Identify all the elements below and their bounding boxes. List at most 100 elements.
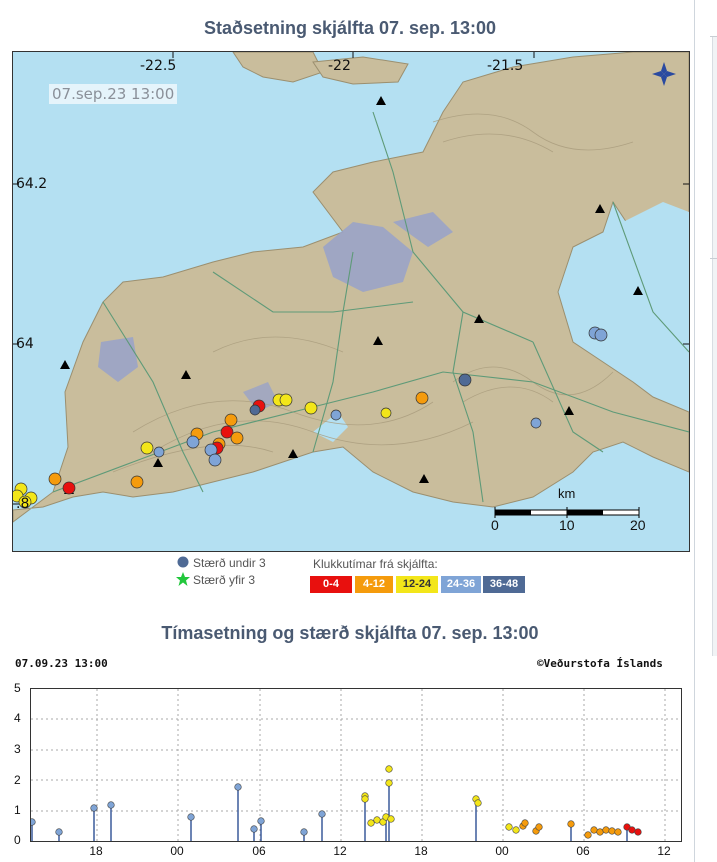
x-tick: 06 [252,844,266,858]
land-peninsula [13,52,689,523]
scale-unit: km [558,486,576,501]
timeline-point [318,810,326,818]
map-canvas [13,52,689,523]
timeline-grid [31,689,681,841]
longitude-label: -21.5 [487,58,524,74]
station-triangle-icon [181,370,191,379]
map-title: Staðsetning skjálfta 07. sep. 13:00 [203,18,497,38]
quake-4-12 [230,431,244,445]
legend-bin-badge: 4-12 [355,576,393,593]
station-triangle-icon [419,474,429,483]
y-tick: 1 [14,803,21,817]
timeline-point [300,828,308,836]
longitude-label: -22.5 [140,58,177,74]
x-tick: 00 [170,844,184,858]
map-timestamp: 07.sep.23 13:00 [49,84,178,104]
compass-rose-icon [652,62,676,86]
quake-12-24 [304,401,318,415]
timeline-point [567,820,575,828]
timeline-point [257,817,265,825]
lava-field [393,212,453,247]
scrollbar[interactable] [712,36,717,656]
legend-bin-badge: 24-36 [441,576,481,593]
timeline-point [234,783,242,791]
quake-12-24 [380,407,392,419]
scrollbar-marker [710,258,717,259]
x-tick: 12 [333,844,347,858]
x-tick: 18 [89,844,103,858]
station-triangle-icon [595,204,605,213]
timeline-point [28,818,36,826]
station-triangle-icon [633,286,643,295]
timeline-chart [28,688,682,842]
longitude-label: -22 [328,58,351,74]
x-tick: 18 [414,844,428,858]
contour-lines [112,113,634,473]
legend-star-icon [176,572,190,586]
quake-24-36 [594,328,608,342]
timeline-point [602,826,610,834]
legend-bin-badge: 0-4 [310,576,352,593]
timeline-point [535,823,543,831]
timeline-stamp: 07.09.23 13:00 [15,657,108,670]
legend-hours-label: Klukkutímar frá skjálfta: [313,557,438,571]
lava-field [98,337,138,382]
station-triangle-icon [60,360,70,369]
timeline-point [590,826,598,834]
legend-dot-icon [177,556,189,568]
timeline-point [596,828,604,836]
timeline-point [250,825,258,833]
quake-4-12 [415,391,429,405]
scale-tick: 20 [630,517,646,533]
timeline-point [385,779,393,787]
timeline-point [107,801,115,809]
timeline-point [373,816,381,824]
timeline-point [55,828,63,836]
timeline-point [521,819,529,827]
station-triangle-icon [153,458,163,467]
lava-field [323,222,413,292]
x-tick: 00 [495,844,509,858]
quake-4-12 [224,413,238,427]
timeline-point [367,819,375,827]
legend-over3: Stærð yfir 3 [193,573,256,587]
y-tick: 4 [14,711,21,725]
timeline-point [505,823,513,831]
quake-24-36 [530,417,542,429]
lake [623,202,689,292]
scale-bar [494,507,640,518]
x-tick: 12 [657,844,671,858]
roads [52,111,689,503]
timeline-point [608,827,616,835]
timeline-point [361,795,369,803]
y-tick: 2 [14,773,21,787]
station-triangle-icon [376,96,386,105]
station-triangle-icon [564,406,574,415]
quake-0-4 [62,481,76,495]
quake-24-36 [153,446,165,458]
legend-bin-badge: 12-24 [396,576,438,593]
land-island [312,56,409,85]
timeline-point [387,815,395,823]
quake-12-24 [18,495,32,509]
lake [313,412,348,442]
latitude-label: 64.2 [16,176,48,192]
station-triangle-icon [373,336,383,345]
quake-12-24 [140,441,154,455]
grid-ticks [13,52,689,505]
quake-24-36 [186,435,200,449]
station-triangle-icon [474,314,484,323]
timeline-point [628,826,636,834]
latitude-label: 64 [16,336,34,352]
legend-bin-badge: 36-48 [483,576,525,593]
y-tick: 3 [14,742,21,756]
y-tick: 0 [14,833,21,847]
earthquake-map[interactable]: 07.sep.23 13:00 -22.5 -22 -21.5 64.2 64 … [12,51,690,552]
timeline-canvas [28,689,681,841]
timeline-point [634,828,642,836]
y-tick: 5 [14,681,21,695]
timeline-point [474,799,482,807]
quake-12-24 [279,393,293,407]
scrollbar-marker [710,36,717,37]
timeline-title: Tímasetning og stærð skjálfta 07. sep. 1… [161,623,539,643]
